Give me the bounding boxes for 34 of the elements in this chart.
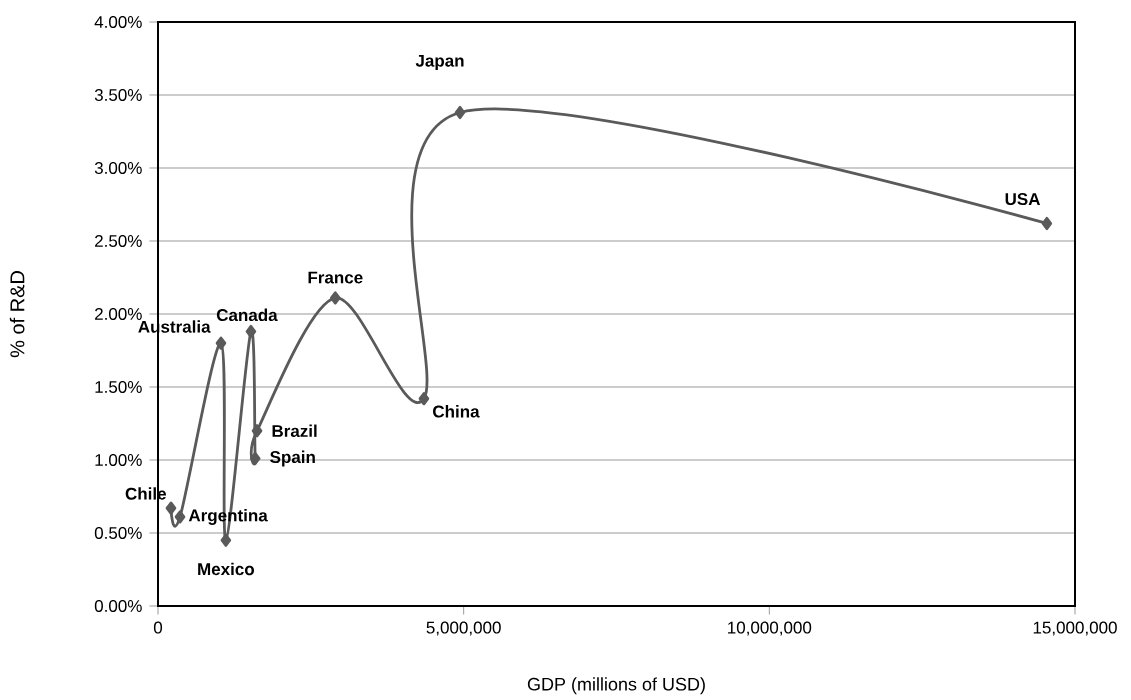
y-tick-label: 3.50% [94,88,142,101]
point [165,501,177,515]
point [454,105,466,120]
point [1041,216,1053,231]
point [215,336,227,350]
y-tick-label: 3.00% [94,161,142,174]
annotation: Spain [270,450,315,467]
x-tick-label: 5,000,000 [426,621,501,636]
y-tick-label: 1.00% [95,453,142,466]
point [249,451,261,466]
x-tick-label: 0 [153,621,163,634]
y-tick-label: 4.00% [94,15,142,28]
y-tick-label: 2.00% [95,307,142,320]
y-axis-title: % of R&D [9,271,25,358]
annotation: China [433,405,480,418]
y-tick-label: 1.50% [95,380,142,393]
x-tick-label: 10,000,000 [728,621,812,636]
point [245,324,257,339]
point [220,533,232,547]
y-tick-label: 0.00% [94,599,142,612]
annotation: France [308,271,363,284]
y-tick-label: 2.50% [95,234,142,247]
y-tick-label: 0.50% [94,526,142,539]
x-tick-label: 15,000,000 [1033,621,1117,636]
annotation: USA [1005,193,1041,206]
x-axis-title: GDP (millions of USD) [527,677,705,695]
point [174,510,186,524]
point [329,291,341,305]
annotation: Mexico [198,562,255,576]
point [418,392,430,406]
point [251,424,263,438]
annotation: Japan [415,54,464,71]
annotation: Canada [216,308,278,322]
annotation: Brazil [272,424,317,438]
